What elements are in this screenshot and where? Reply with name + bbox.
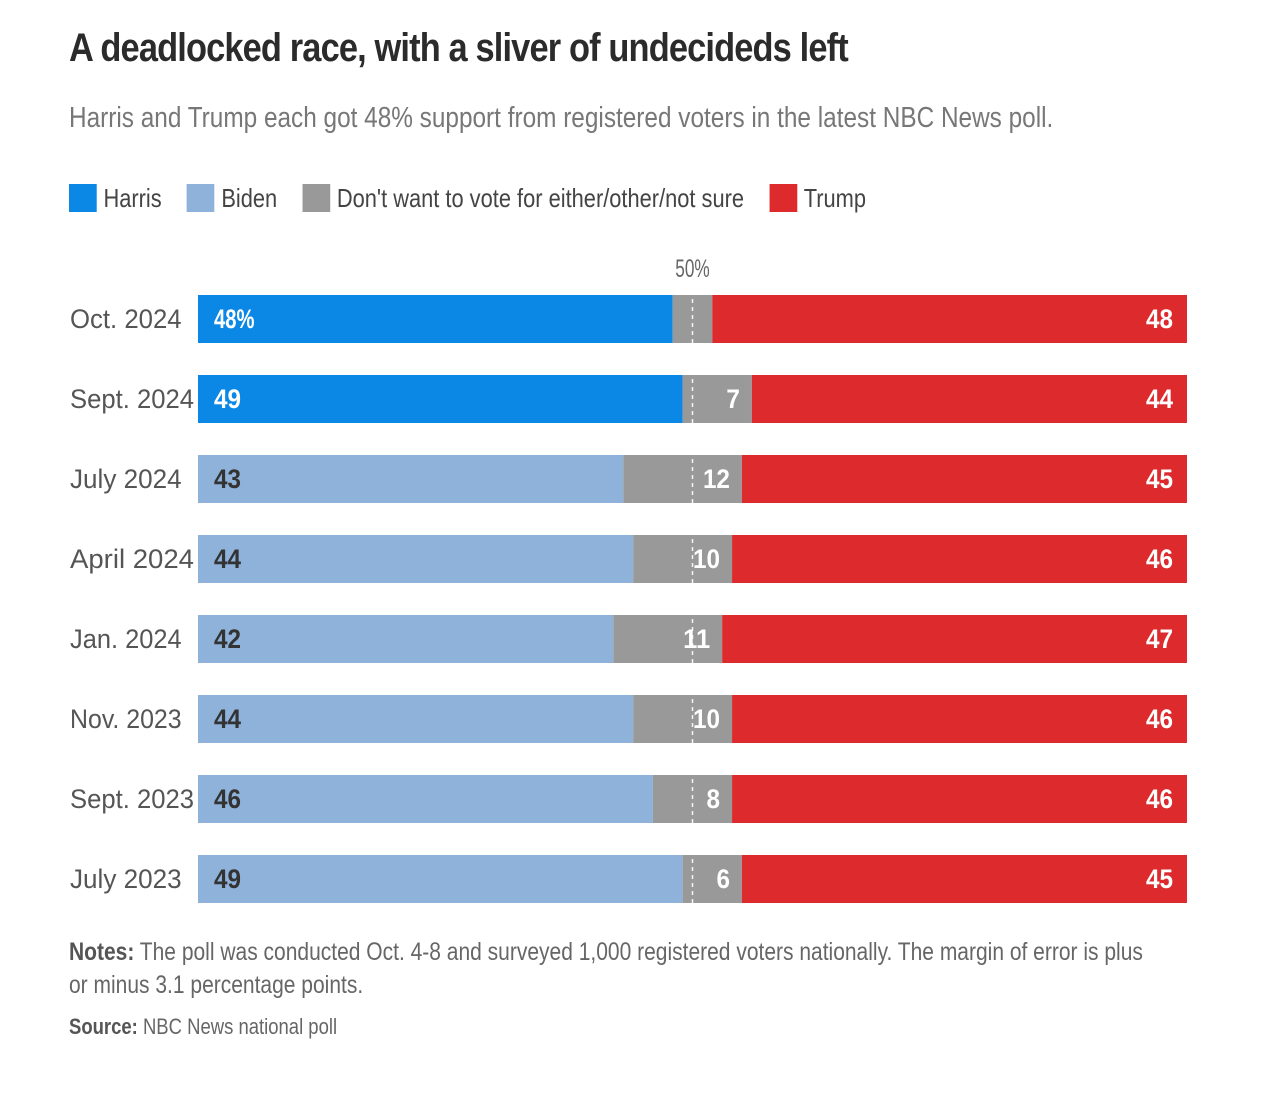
bar-biden	[198, 535, 634, 583]
bar-biden	[198, 775, 653, 823]
legend-label-other: Don't want to vote for either/other/not …	[336, 182, 745, 213]
value-label-other: 7	[726, 384, 740, 414]
legend-swatch-other	[302, 184, 331, 212]
category-label: Sept. 2023	[70, 784, 194, 814]
chart-subtitle: Harris and Trump each got 48% support fr…	[69, 102, 1054, 134]
legend-label-trump: Trump	[803, 182, 866, 213]
bar-trump	[712, 295, 1187, 343]
legend-item-harris: Harris	[69, 183, 162, 214]
bar-other	[623, 455, 742, 503]
source-text: NBC News national poll	[137, 1014, 338, 1039]
bar-trump	[732, 695, 1187, 743]
legend-swatch-biden	[186, 184, 215, 212]
value-label-other: 8	[707, 784, 721, 814]
category-label: Nov. 2023	[70, 704, 182, 734]
value-label-trump: 47	[1146, 624, 1173, 654]
bar-other	[613, 615, 723, 663]
bar-trump	[732, 535, 1187, 583]
notes: Notes: The poll was conducted Oct. 4-8 a…	[69, 936, 1153, 1002]
bar-biden	[198, 615, 614, 663]
value-label-biden: 42	[214, 624, 241, 654]
stacked-bar-chart: Oct. 2024 48% 48 Sept. 2024 49 7 44 July 2024 43…	[70, 255, 1187, 905]
legend-swatch-trump	[769, 184, 797, 212]
value-label-biden: 49	[214, 864, 241, 894]
value-label-biden: 43	[214, 464, 241, 494]
source-label: Source:	[69, 1014, 138, 1039]
value-label-trump: 48	[1146, 304, 1173, 334]
bar-trump	[741, 855, 1187, 903]
legend: Harris Biden Don't want to vote for eith…	[69, 183, 891, 213]
legend-label-harris: Harris	[103, 182, 162, 213]
category-label: July 2023	[70, 864, 182, 894]
value-label-biden: 44	[214, 544, 241, 574]
chart-title: A deadlocked race, with a sliver of unde…	[69, 26, 849, 70]
bar-biden	[198, 855, 683, 903]
bar-other	[633, 695, 733, 743]
source: Source: NBC News national poll	[69, 1014, 337, 1040]
legend-item-biden: Biden	[186, 182, 278, 214]
bar-biden	[198, 455, 624, 503]
value-label-trump: 46	[1146, 544, 1173, 574]
bar-harris	[198, 295, 673, 343]
legend-item-other: Don't want to vote for either/other/not …	[302, 183, 744, 214]
value-label-trump: 46	[1146, 704, 1173, 734]
value-label-biden: 46	[214, 784, 241, 814]
legend-item-trump: Trump	[769, 183, 866, 214]
value-label-other: 6	[716, 864, 730, 894]
legend-label-biden: Biden	[221, 182, 278, 213]
category-label: Sept. 2024	[70, 384, 194, 414]
value-label-other: 11	[683, 624, 710, 654]
category-label: July 2024	[70, 464, 182, 494]
value-label-trump: 45	[1146, 464, 1173, 494]
bar-other	[633, 535, 733, 583]
value-label-trump: 45	[1146, 864, 1173, 894]
bar-other	[682, 375, 752, 423]
value-label-other: 12	[703, 464, 730, 494]
bar-harris	[198, 375, 683, 423]
legend-swatch-harris	[69, 184, 97, 212]
notes-label: Notes:	[69, 938, 135, 966]
bar-trump	[741, 455, 1187, 503]
bar-other	[682, 855, 742, 903]
bar-trump	[732, 775, 1187, 823]
category-label: Oct. 2024	[70, 304, 182, 334]
category-label: Jan. 2024	[70, 624, 182, 654]
value-label-other: 10	[693, 544, 720, 574]
value-label-trump: 44	[1146, 384, 1173, 414]
value-label-harris: 48%	[214, 304, 255, 334]
bar-trump	[722, 615, 1187, 663]
notes-text: The poll was conducted Oct. 4-8 and surv…	[69, 938, 1143, 999]
value-label-biden: 44	[214, 704, 241, 734]
value-label-trump: 46	[1146, 784, 1173, 814]
reference-line-label: 50%	[675, 255, 710, 283]
value-label-other: 10	[693, 704, 720, 734]
value-label-harris: 49	[214, 384, 241, 414]
category-label: April 2024	[70, 544, 194, 574]
bar-biden	[198, 695, 634, 743]
bar-trump	[751, 375, 1187, 423]
